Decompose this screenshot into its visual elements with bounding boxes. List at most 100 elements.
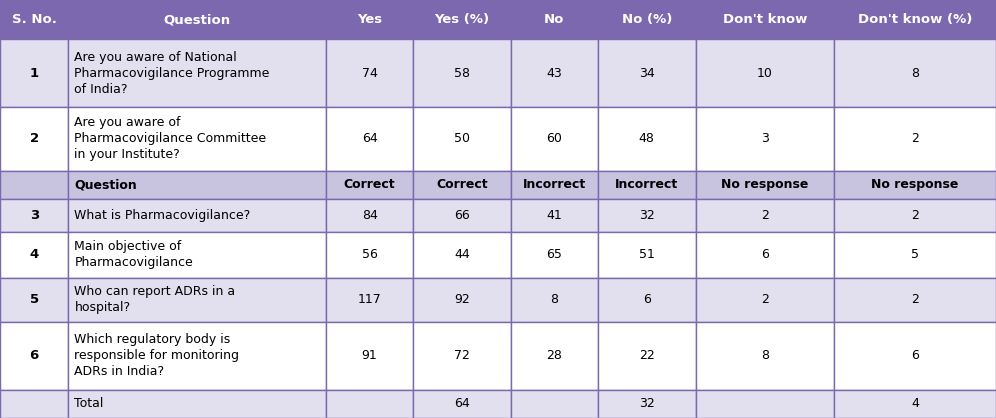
Text: 8: 8	[911, 67, 919, 80]
Text: 41: 41	[547, 209, 563, 222]
Bar	[511, 107, 598, 171]
Text: Total: Total	[75, 397, 104, 410]
Bar	[69, 0, 327, 39]
Text: No response: No response	[721, 178, 809, 191]
Text: No (%): No (%)	[622, 13, 672, 26]
Text: 34: 34	[638, 67, 654, 80]
Text: 66: 66	[454, 209, 470, 222]
Text: 92: 92	[454, 293, 470, 306]
Text: 117: 117	[358, 293, 381, 306]
Text: Question: Question	[163, 13, 231, 26]
Bar	[0, 107, 69, 171]
Bar	[0, 322, 69, 390]
Text: 60: 60	[547, 133, 563, 145]
Text: 43: 43	[547, 67, 563, 80]
Text: 6: 6	[761, 248, 769, 261]
Bar	[412, 199, 511, 232]
Bar	[327, 199, 412, 232]
Text: 91: 91	[362, 349, 377, 362]
Text: 4: 4	[911, 397, 919, 410]
Text: 64: 64	[454, 397, 470, 410]
Bar	[834, 390, 996, 418]
Bar	[834, 107, 996, 171]
Bar	[412, 0, 511, 39]
Bar	[69, 171, 327, 199]
Bar	[327, 39, 412, 107]
Bar	[696, 232, 834, 278]
Bar	[412, 390, 511, 418]
Text: Main objective of
Pharmacovigilance: Main objective of Pharmacovigilance	[75, 240, 193, 270]
Text: 3: 3	[30, 209, 39, 222]
Text: 22: 22	[638, 349, 654, 362]
Text: Don't know: Don't know	[723, 13, 807, 26]
Text: Which regulatory body is
responsible for monitoring
ADRs in India?: Which regulatory body is responsible for…	[75, 333, 239, 378]
Bar	[0, 199, 69, 232]
Bar	[696, 390, 834, 418]
Text: 74: 74	[362, 67, 377, 80]
Bar	[412, 278, 511, 322]
Bar	[511, 322, 598, 390]
Bar	[412, 232, 511, 278]
Text: 2: 2	[911, 293, 919, 306]
Text: 6: 6	[30, 349, 39, 362]
Text: 2: 2	[911, 209, 919, 222]
Bar	[69, 278, 327, 322]
Text: 10: 10	[757, 67, 773, 80]
Bar	[327, 107, 412, 171]
Bar	[69, 39, 327, 107]
Bar	[327, 278, 412, 322]
Text: 50: 50	[454, 133, 470, 145]
Text: 64: 64	[362, 133, 377, 145]
Bar	[0, 39, 69, 107]
Bar	[696, 0, 834, 39]
Text: Don't know (%): Don't know (%)	[858, 13, 972, 26]
Text: No response: No response	[872, 178, 959, 191]
Text: Are you aware of
Pharmacovigilance Committee
in your Institute?: Are you aware of Pharmacovigilance Commi…	[75, 117, 267, 161]
Text: 4: 4	[30, 248, 39, 261]
Bar	[834, 278, 996, 322]
Bar	[327, 0, 412, 39]
Text: 5: 5	[30, 293, 39, 306]
Bar	[511, 278, 598, 322]
Bar	[69, 107, 327, 171]
Text: 32: 32	[638, 397, 654, 410]
Bar	[696, 278, 834, 322]
Text: Correct: Correct	[344, 178, 395, 191]
Bar	[511, 390, 598, 418]
Text: Yes (%): Yes (%)	[434, 13, 490, 26]
Text: S. No.: S. No.	[12, 13, 57, 26]
Bar	[696, 199, 834, 232]
Bar	[327, 171, 412, 199]
Bar	[511, 232, 598, 278]
Bar	[834, 199, 996, 232]
Bar	[598, 278, 696, 322]
Text: Are you aware of National
Pharmacovigilance Programme
of India?: Are you aware of National Pharmacovigila…	[75, 51, 270, 96]
Bar	[598, 107, 696, 171]
Text: What is Pharmacovigilance?: What is Pharmacovigilance?	[75, 209, 251, 222]
Bar	[696, 322, 834, 390]
Text: Incorrect: Incorrect	[523, 178, 586, 191]
Text: 1: 1	[30, 67, 39, 80]
Bar	[69, 322, 327, 390]
Bar	[598, 39, 696, 107]
Bar	[327, 322, 412, 390]
Text: Correct: Correct	[436, 178, 488, 191]
Bar	[696, 171, 834, 199]
Bar	[0, 278, 69, 322]
Bar	[598, 0, 696, 39]
Text: 44: 44	[454, 248, 470, 261]
Bar	[834, 232, 996, 278]
Text: 28: 28	[547, 349, 563, 362]
Text: 5: 5	[911, 248, 919, 261]
Text: 48: 48	[638, 133, 654, 145]
Bar	[834, 322, 996, 390]
Text: 56: 56	[362, 248, 377, 261]
Bar	[0, 0, 69, 39]
Text: 2: 2	[911, 133, 919, 145]
Bar	[412, 39, 511, 107]
Bar	[834, 171, 996, 199]
Bar	[0, 171, 69, 199]
Text: 6: 6	[642, 293, 650, 306]
Bar	[69, 232, 327, 278]
Bar	[69, 199, 327, 232]
